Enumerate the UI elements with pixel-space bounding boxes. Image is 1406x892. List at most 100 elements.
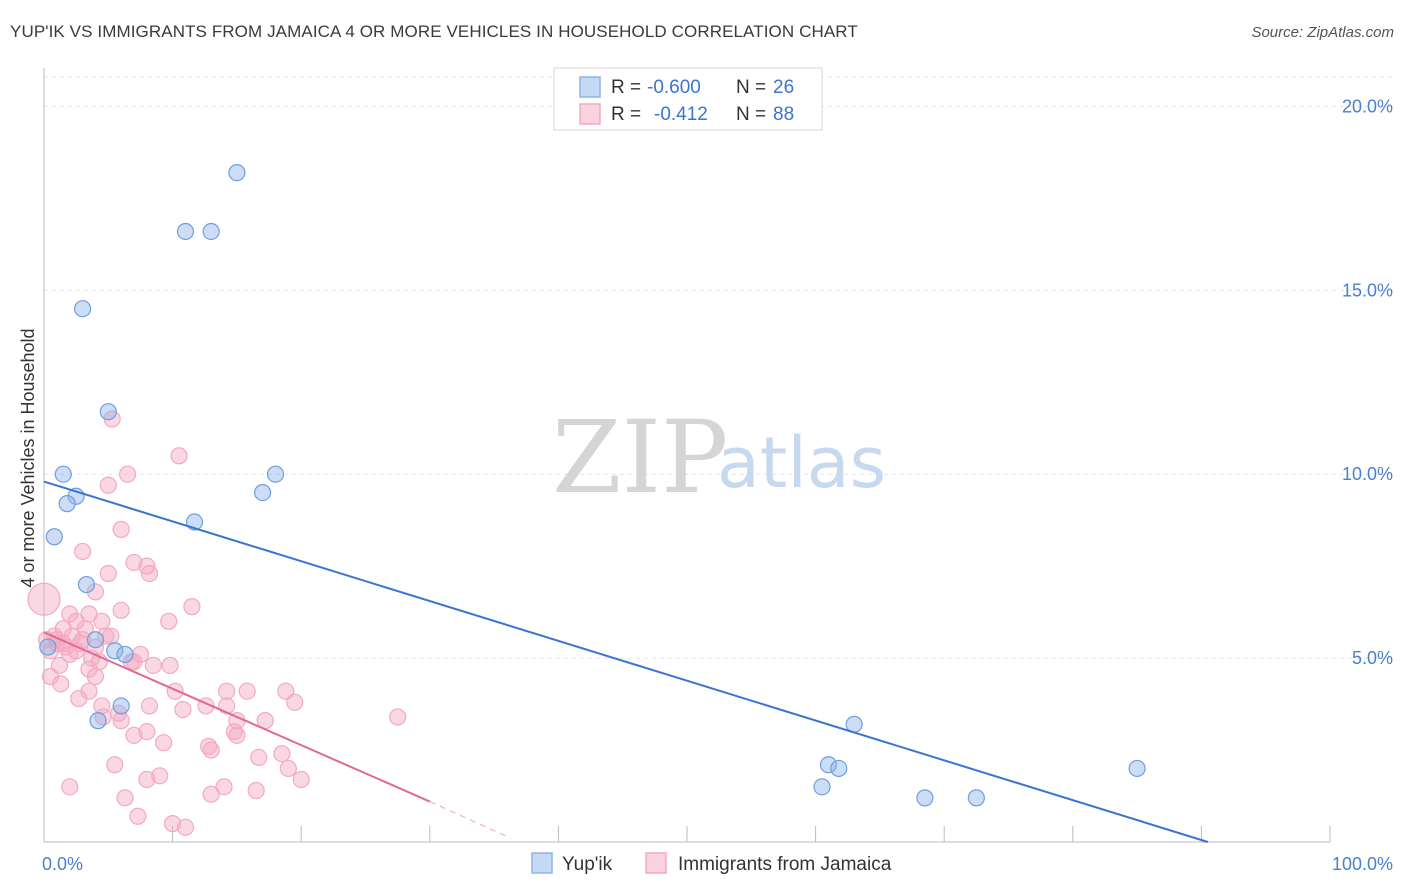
point-jamaica-23: [97, 627, 115, 645]
trend-line-jamaica: [43, 631, 431, 803]
point-yupik-11: [45, 528, 63, 546]
point-jamaica-71: [215, 778, 233, 796]
legend-r-label-1: R =: [611, 77, 641, 98]
trend-line-yupik: [43, 480, 1209, 843]
y-tick-label-2: 15.0%: [1342, 280, 1393, 300]
point-yupik-25: [967, 789, 985, 807]
point-yupik-2: [202, 222, 220, 241]
point-yupik-23: [813, 778, 831, 796]
legend-n-value-1: 26: [773, 77, 794, 98]
point-jamaica-79: [76, 620, 94, 638]
point-jamaica-51: [112, 712, 130, 730]
point-yupik-14: [39, 638, 57, 656]
point-jamaica-69: [292, 770, 310, 789]
point-jamaica-59: [125, 726, 143, 744]
point-yupik-22: [1128, 759, 1146, 778]
point-jamaica-75: [129, 807, 147, 825]
point-yupik-4: [99, 403, 117, 421]
legend-r-value-2: -0.412: [654, 104, 708, 125]
point-jamaica-65: [106, 756, 124, 774]
point-jamaica-54: [389, 708, 407, 726]
trend-line-jamaica-extension: [429, 800, 508, 838]
point-jamaica-33: [144, 656, 162, 675]
y-tick-label-3: 20.0%: [1342, 96, 1393, 116]
watermark-zip: ZIP: [552, 399, 728, 516]
point-jamaica-66: [279, 759, 297, 778]
point-yupik-21: [830, 759, 848, 778]
point-jamaica-77: [176, 818, 195, 836]
point-yupik-1: [176, 222, 195, 241]
point-yupik-24: [916, 789, 934, 807]
point-jamaica-3: [118, 465, 137, 483]
bottom-legend-label-yupik: Yup'ik: [562, 854, 613, 875]
y-tick-label-0: 5.0%: [1352, 648, 1393, 668]
point-jamaica-34: [50, 656, 69, 675]
point-jamaica-5: [112, 520, 130, 538]
source-credit: Source: ZipAtlas.com: [1251, 24, 1394, 41]
point-jamaica-70: [202, 785, 220, 803]
trend-lines: [43, 480, 1209, 843]
point-jamaica-43: [277, 682, 295, 700]
point-jamaica-13: [112, 601, 130, 619]
point-yupik-12: [77, 575, 96, 594]
point-yupik-13: [86, 631, 105, 649]
point-jamaica-38: [86, 667, 105, 686]
point-jamaica-10: [99, 564, 117, 583]
y-tick-label-1: 10.0%: [1342, 464, 1393, 484]
point-jamaica-0: [27, 582, 61, 616]
bottom-legend-swatch-yupik: [531, 852, 553, 874]
point-jamaica-58: [228, 726, 246, 744]
point-jamaica-56: [138, 723, 156, 741]
series-yupik-points: [39, 164, 1146, 807]
watermark: ZIP atlas: [552, 399, 886, 516]
point-jamaica-82: [102, 627, 120, 645]
point-jamaica-46: [174, 700, 192, 719]
point-jamaica-4: [99, 476, 117, 494]
point-jamaica-39: [166, 682, 184, 700]
point-jamaica-9: [140, 564, 159, 583]
legend-r-value-1: -0.600: [647, 77, 701, 98]
point-jamaica-76: [164, 815, 182, 833]
point-yupik-9: [254, 484, 272, 502]
point-jamaica-60: [154, 734, 173, 752]
bottom-legend-swatch-jamaica: [645, 852, 667, 874]
point-jamaica-2: [170, 447, 188, 465]
point-jamaica-62: [202, 741, 220, 759]
legend-r-label-2: R =: [611, 104, 641, 125]
y-axis-label: 4 or more Vehicles in Household: [18, 328, 38, 587]
legend-n-label-1: N =: [736, 77, 766, 98]
point-jamaica-73: [61, 778, 79, 796]
bottom-legend: Yup'ik Immigrants from Jamaica: [531, 852, 892, 875]
point-jamaica-37: [52, 675, 70, 693]
legend-n-label-2: N =: [736, 104, 766, 125]
point-yupik-15: [106, 642, 124, 660]
point-jamaica-17: [93, 612, 111, 630]
x-tick-label-1: 100.0%: [1332, 854, 1393, 874]
point-yupik-0: [228, 164, 246, 182]
point-yupik-17: [112, 697, 130, 715]
point-jamaica-64: [250, 748, 268, 767]
point-jamaica-44: [70, 689, 88, 708]
axes: [43, 68, 1331, 843]
chart-title: YUP'IK VS IMMIGRANTS FROM JAMAICA 4 OR M…: [10, 22, 858, 41]
point-jamaica-18: [160, 612, 178, 630]
legend: R = -0.600 N = 26 R = -0.412 N = 88: [553, 67, 823, 131]
point-jamaica-7: [125, 553, 143, 572]
watermark-atlas: atlas: [717, 422, 886, 504]
tick-labels: 5.0% 10.0% 15.0% 20.0% 0.0% 100.0%: [42, 96, 1393, 874]
legend-swatch-yupik: [579, 76, 601, 98]
point-yupik-5: [54, 465, 72, 483]
point-jamaica-68: [138, 770, 156, 789]
point-jamaica-41: [218, 682, 236, 700]
point-jamaica-72: [247, 781, 265, 800]
point-yupik-3: [73, 300, 92, 318]
point-jamaica-42: [238, 682, 256, 700]
point-jamaica-6: [73, 542, 92, 561]
bottom-legend-label-jamaica: Immigrants from Jamaica: [678, 854, 892, 875]
point-yupik-16: [116, 645, 134, 664]
point-yupik-8: [266, 465, 285, 483]
point-jamaica-74: [116, 789, 134, 807]
legend-n-value-2: 88: [773, 104, 794, 125]
point-yupik-20: [819, 756, 838, 774]
point-yupik-7: [58, 495, 76, 513]
